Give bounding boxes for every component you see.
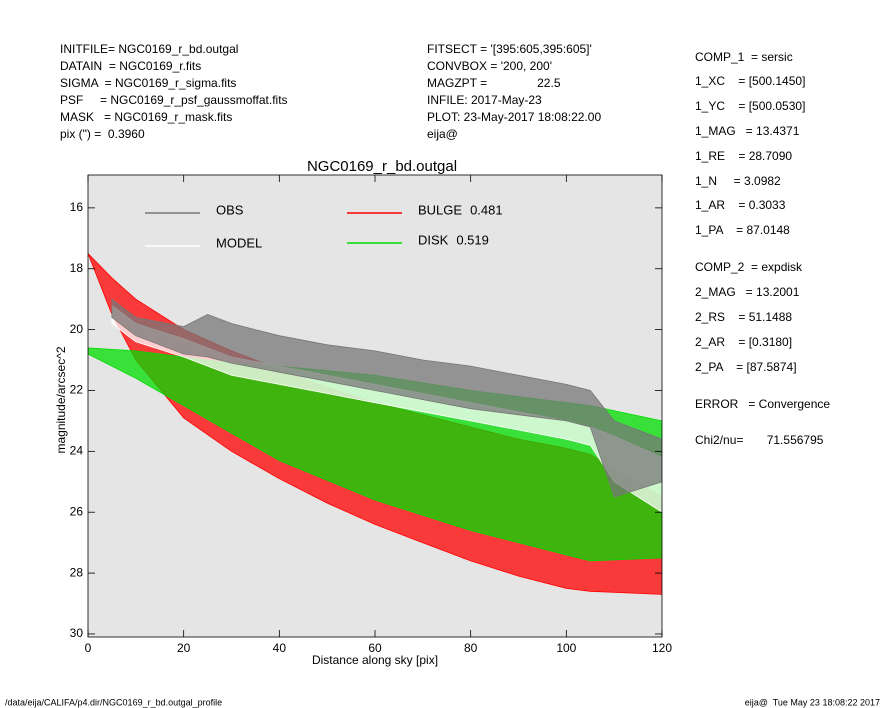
y-tick-label: 22 bbox=[70, 383, 84, 397]
legend-label: MODEL bbox=[216, 235, 262, 250]
header-line: FITSECT = '[395:605,395:605]' bbox=[427, 42, 592, 56]
fit-parameter: COMP_2 = expdisk bbox=[695, 260, 803, 274]
fit-parameter: 1_XC = [500.1450] bbox=[695, 74, 805, 88]
x-tick-label: 60 bbox=[368, 641, 382, 655]
fit-parameter: 2_MAG = 13.2001 bbox=[695, 285, 800, 299]
x-axis-label: Distance along sky [pix] bbox=[312, 653, 438, 667]
x-tick-label: 20 bbox=[177, 641, 191, 655]
fit-parameter: 2_RS = 51.1488 bbox=[695, 310, 792, 324]
bands bbox=[88, 253, 662, 595]
chart-title: NGC0169_r_bd.outgal bbox=[307, 158, 457, 175]
legend-label: DISK bbox=[418, 232, 449, 247]
y-tick-label: 30 bbox=[70, 626, 84, 640]
fit-parameter: 1_AR = 0.3033 bbox=[695, 198, 786, 212]
fit-parameter: ERROR = Convergence bbox=[695, 397, 830, 411]
header-line: pix (") = 0.3960 bbox=[60, 127, 145, 141]
x-tick-label: 0 bbox=[85, 641, 92, 655]
header-line: SIGMA = NGC0169_r_sigma.fits bbox=[60, 76, 236, 90]
header-line: eija@ bbox=[427, 127, 458, 141]
header-line: PLOT: 23-May-2017 18:08:22.00 bbox=[427, 110, 601, 124]
y-tick-label: 26 bbox=[70, 504, 84, 518]
fit-parameter: 1_MAG = 13.4371 bbox=[695, 124, 800, 138]
footer-path: /data/eija/CALIFA/p4.dir/NGC0169_r_bd.ou… bbox=[5, 697, 222, 707]
fit-parameter: COMP_1 = sersic bbox=[695, 50, 793, 64]
fit-parameter: Chi2/nu= 71.556795 bbox=[695, 433, 824, 447]
x-tick-label: 80 bbox=[464, 641, 478, 655]
header-line: CONVBOX = '200, 200' bbox=[427, 59, 552, 73]
fit-parameter: 1_PA = 87.0148 bbox=[695, 223, 790, 237]
y-tick-label: 28 bbox=[70, 565, 84, 579]
fit-parameter: 2_AR = [0.3180] bbox=[695, 335, 792, 349]
header-line: PSF = NGC0169_r_psf_gaussmoffat.fits bbox=[60, 93, 288, 107]
header-line: INITFILE= NGC0169_r_bd.outgal bbox=[60, 42, 238, 56]
y-axis-label: magnitude/arcsec^2 bbox=[54, 346, 68, 453]
x-tick-label: 40 bbox=[273, 641, 287, 655]
header-line: MAGZPT = 22.5 bbox=[427, 76, 561, 90]
fit-parameter: 1_YC = [500.0530] bbox=[695, 99, 805, 113]
y-tick-label: 18 bbox=[70, 261, 84, 275]
fit-parameter: 1_N = 3.0982 bbox=[695, 174, 781, 188]
header-line: INFILE: 2017-May-23 bbox=[427, 93, 542, 107]
fit-parameter: 2_PA = [87.5874] bbox=[695, 360, 797, 374]
header-line: MASK = NGC0169_r_mask.fits bbox=[60, 110, 232, 124]
y-tick-label: 16 bbox=[70, 200, 84, 214]
header-line: DATAIN = NGC0169_r.fits bbox=[60, 59, 201, 73]
fit-parameter: 1_RE = 28.7090 bbox=[695, 149, 792, 163]
y-tick-label: 20 bbox=[70, 322, 84, 336]
legend-fraction: 0.519 bbox=[456, 232, 489, 247]
footer-date: eija@ Tue May 23 18:08:22 2017 bbox=[745, 697, 880, 707]
legend-label: BULGE bbox=[418, 202, 462, 217]
x-tick-label: 100 bbox=[556, 641, 576, 655]
x-tick-label: 120 bbox=[652, 641, 672, 655]
legend-label: OBS bbox=[216, 202, 244, 217]
y-tick-label: 24 bbox=[70, 444, 84, 458]
legend-fraction: 0.481 bbox=[470, 202, 503, 217]
profile-band bbox=[111, 298, 662, 498]
